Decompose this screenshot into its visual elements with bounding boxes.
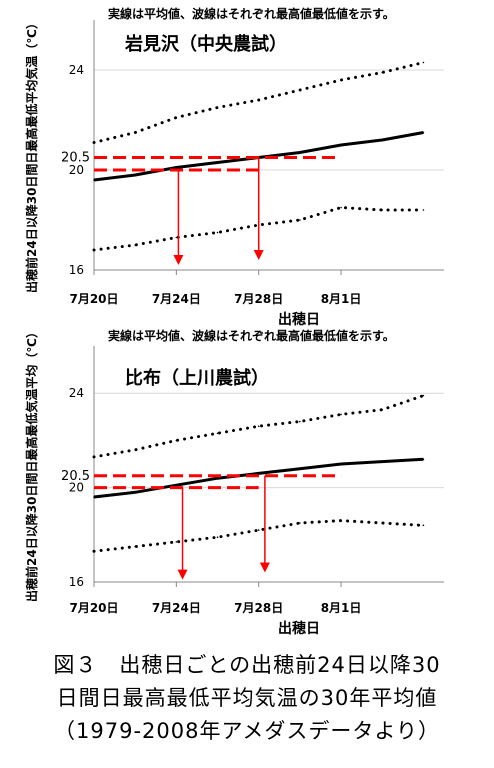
figure-caption-line-1: 図３ 出穂日ごとの出穂前24日以降30 <box>53 653 441 677</box>
point-mean-0 <box>93 496 95 498</box>
arrow-head-0 <box>173 255 184 265</box>
x-tick-label-0: 7月20日 <box>69 601 118 615</box>
y-tick-label-1: 20 <box>69 481 84 495</box>
point-max-2 <box>175 116 178 119</box>
point-mean-6 <box>340 144 342 146</box>
arrow-head-1 <box>259 562 270 573</box>
point-max-1 <box>134 449 136 451</box>
point-mean-3 <box>216 161 219 164</box>
point-max-8 <box>422 61 425 64</box>
point-min-3 <box>216 536 219 538</box>
x-tick-label-1: 7月24日 <box>152 292 201 306</box>
y-axis-label: 出穂前24日以降30日間日最高最低平均気温（℃） <box>24 17 39 293</box>
point-mean-5 <box>299 467 301 470</box>
figure-caption-line-3: （1979-2008年アメダスデータより） <box>54 719 440 743</box>
y-tick-label-2: 24 <box>69 63 84 77</box>
x-tick-label-0: 7月20日 <box>69 292 118 306</box>
chart-note: 実線は平均値、波線はそれぞれ最高値最低値を示す。 <box>108 328 395 343</box>
point-min-4 <box>257 529 260 531</box>
point-mean-3 <box>216 477 219 479</box>
point-min-7 <box>381 209 384 211</box>
x-tick-label-1: 7月24日 <box>152 601 201 615</box>
point-mean-8 <box>422 131 425 134</box>
series-min-line <box>92 205 425 252</box>
point-max-6 <box>340 413 342 416</box>
x-axis-label: 出穂日 <box>278 311 320 328</box>
point-min-6 <box>340 519 342 522</box>
figure-charts: 7月20日 7月24日 7月28日 8月1日162024出穂日出穂前24日以降30日間… <box>24 6 444 637</box>
point-max-0 <box>93 456 95 458</box>
threshold-label-0: 20.5 <box>61 469 90 484</box>
series-max-line <box>92 394 425 459</box>
point-min-1 <box>134 244 136 246</box>
point-mean-6 <box>340 463 342 465</box>
point-max-5 <box>299 420 301 423</box>
x-axis-label: 出穂日 <box>278 620 320 637</box>
chart-1: 7月20日 7月24日 7月28日 8月1日 16 20 24 出穂日 出穂前24日以降30日間… <box>24 6 444 328</box>
y-tick-label-2: 24 <box>69 386 84 400</box>
point-mean-1 <box>134 491 136 494</box>
point-mean-0 <box>93 179 95 181</box>
y-tick-label-0: 16 <box>69 263 84 277</box>
chart-title: 岩見沢（中央農試） <box>124 33 287 55</box>
point-max-0 <box>93 141 95 144</box>
point-max-3 <box>216 432 219 435</box>
series-max-line <box>92 61 425 144</box>
figure-caption-line-2: 日間日最高最低平均気温の30年平均値 <box>56 686 438 710</box>
point-min-0 <box>93 249 95 251</box>
point-max-2 <box>175 439 178 442</box>
arrow-head-1 <box>253 250 264 260</box>
point-mean-7 <box>381 139 384 141</box>
threshold-label-0: 20.5 <box>61 151 90 166</box>
point-min-5 <box>299 522 301 524</box>
point-mean-2 <box>175 166 178 169</box>
point-min-0 <box>93 550 95 553</box>
point-max-6 <box>340 79 342 81</box>
point-mean-2 <box>175 484 178 487</box>
series-min-line <box>92 519 425 553</box>
point-min-1 <box>134 545 136 548</box>
x-tick-label-2: 7月28日 <box>234 292 283 306</box>
point-mean-1 <box>134 174 136 176</box>
point-max-7 <box>381 408 384 411</box>
point-min-8 <box>422 209 425 211</box>
x-tick-label-2: 7月28日 <box>234 601 283 615</box>
y-tick-label-1: 20 <box>69 163 84 177</box>
point-max-3 <box>216 106 219 109</box>
point-min-5 <box>299 219 301 221</box>
point-min-8 <box>422 524 425 527</box>
point-min-3 <box>216 231 219 234</box>
y-axis-label: 出穂前24日以降30日間日最高最低気温平均（℃） <box>24 326 39 602</box>
point-min-2 <box>175 236 178 239</box>
chart-note: 実線は平均値、波線はそれぞれ最高値最低値を示す。 <box>108 6 395 21</box>
chart-2: 7月20日 7月24日 7月28日 8月1日 16 20 24 出穂日 出穂前24日以降30日間… <box>24 326 444 637</box>
point-min-2 <box>175 541 178 543</box>
x-tick-label-3: 8月1日 <box>321 601 362 615</box>
point-max-4 <box>257 99 260 101</box>
y-tick-label-0: 16 <box>69 575 84 589</box>
point-min-7 <box>381 522 384 524</box>
point-max-8 <box>422 394 425 397</box>
point-max-1 <box>134 131 136 134</box>
x-tick-label-3: 8月1日 <box>321 292 362 306</box>
point-max-4 <box>257 425 260 428</box>
arrow-head-0 <box>177 569 188 580</box>
point-max-7 <box>381 71 384 74</box>
series-mean-line <box>93 457 424 499</box>
point-mean-4 <box>257 472 260 475</box>
chart-title: 比布（上川農試） <box>125 367 269 389</box>
point-mean-5 <box>299 151 301 154</box>
point-min-6 <box>340 206 342 209</box>
point-max-5 <box>299 89 301 91</box>
point-mean-8 <box>422 458 425 461</box>
point-mean-7 <box>381 460 384 463</box>
